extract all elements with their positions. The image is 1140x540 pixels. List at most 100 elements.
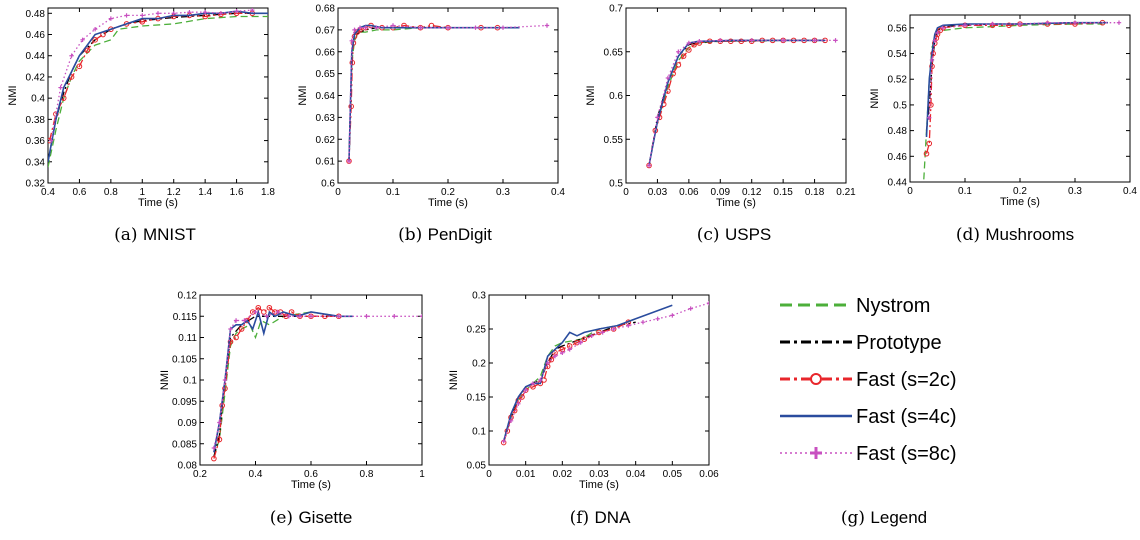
caption-tag: (c) (697, 225, 725, 245)
x-tick-label: 0.4 (249, 469, 263, 480)
caption-tag: (g) (841, 508, 871, 528)
x-tick-label: 0.15 (773, 187, 793, 198)
data-point-fast8c (560, 350, 565, 355)
y-tick-label: 0.48 (26, 9, 46, 20)
series-group (48, 8, 268, 168)
data-point-fast2c (92, 37, 98, 43)
y-tick-label: 0.38 (26, 115, 46, 126)
data-point-fast8c (217, 420, 222, 425)
data-point-fast8c (80, 37, 85, 43)
y-tick-label: 0.12 (178, 291, 198, 302)
y-tick-label: 0.42 (26, 72, 46, 83)
y-tick-label: 0.085 (172, 439, 197, 450)
series-line-fast4c (48, 10, 268, 162)
y-tick-label: 0.4 (31, 94, 45, 105)
x-tick-label: 0.3 (496, 187, 510, 198)
subplot-dna: 0 0.01 0.02 0.03 0.04 0.05 0.06 0.05 0.1 0.15 0.2 0… (448, 291, 719, 529)
series-line-fast2c (503, 321, 629, 443)
caption-tag: (b) (398, 225, 428, 245)
data-point-fast8c (357, 25, 363, 30)
x-tick-label: 0 (486, 469, 492, 480)
plot-area (488, 294, 710, 466)
subplot-caption: (e) Gisette (270, 508, 353, 528)
data-point-fast8c (812, 38, 817, 43)
series-line-nystrom (348, 27, 448, 162)
y-tick-label: 0.3 (472, 291, 486, 302)
x-tick-label: 0.6 (72, 187, 86, 198)
series-group (500, 300, 709, 446)
x-tick-label: 0.03 (589, 469, 609, 480)
data-point-fast8c (567, 347, 572, 352)
series-line-fast4c (213, 309, 353, 453)
x-tick-label: 1 (140, 187, 146, 198)
y-tick-label: 0.44 (888, 178, 908, 189)
data-point-fast8c (780, 38, 786, 43)
data-point-fast8c (611, 326, 616, 332)
x-tick-label: 1.6 (230, 187, 244, 198)
data-point-fast8c (297, 314, 303, 319)
y-tick-label: 0.36 (26, 136, 46, 147)
data-point-fast8c (336, 314, 341, 319)
y-tick-label: 0.11 (178, 333, 197, 344)
caption-name: Gisette (298, 508, 352, 527)
legend-entry-nystrom: Nystrom (780, 295, 930, 317)
x-tick-label: 0 (623, 187, 629, 198)
plot-area (199, 294, 423, 466)
data-point-fast8c (589, 333, 594, 338)
legend-label: Fast (s=2c) (856, 369, 957, 391)
data-point-fast8c (501, 439, 506, 444)
legend-entry-fast4c: Fast (s=4c) (780, 406, 957, 428)
subplot-mnist: 0.4 0.6 0.8 1 1.2 1.4 1.6 1.8 0.32 0.34 0.36 0.38 0.… (7, 7, 275, 245)
y-tick-label: 0.08 (178, 461, 198, 472)
data-point-fast8c (935, 30, 940, 36)
data-point-fast8c (419, 314, 422, 319)
data-point-fast2c (216, 436, 223, 443)
x-tick-label: 1.4 (198, 187, 212, 198)
x-tick-label: 0 (907, 186, 913, 197)
legend-entry-fast2c: Fast (s=2c) (780, 369, 957, 391)
y-tick-label: 0.6 (609, 91, 623, 102)
data-point-fast8c (69, 53, 74, 58)
data-point-fast2c (926, 140, 933, 147)
y-tick-label: 0.5 (893, 100, 907, 111)
caption-name: USPS (725, 225, 771, 244)
y-tick-label: 0.61 (316, 157, 336, 168)
y-tick-label: 0.68 (316, 4, 336, 15)
data-point-fast2c (211, 455, 217, 462)
data-point-fast2c (233, 334, 239, 341)
series-line-fast4c (502, 304, 673, 442)
x-tick-label: 0.8 (360, 469, 374, 480)
y-tick-label: 0.54 (888, 49, 908, 60)
y-tick-label: 0.48 (888, 126, 908, 137)
x-tick-label: 0.2 (441, 187, 455, 198)
caption-name: DNA (595, 508, 632, 527)
caption-tag: (f) (570, 508, 595, 528)
data-point-fast8c (530, 381, 536, 386)
data-point-fast8c (927, 115, 932, 120)
legend-panel: Nystrom Prototype Fast (s=2c) Fast (s=4c) Fa… (780, 295, 957, 528)
data-point-fast8c (665, 75, 671, 81)
data-point-fast8c (749, 38, 754, 43)
caption-name: MNIST (143, 225, 196, 244)
x-axis-label: Time (s) (428, 197, 468, 209)
y-tick-label: 0.46 (26, 30, 46, 41)
data-point-fast8c (473, 25, 478, 30)
y-tick-label: 0.7 (609, 4, 623, 15)
data-point-fast2c (686, 47, 692, 53)
subplot-caption: (a) MNIST (114, 225, 196, 245)
y-tick-label: 0.65 (316, 69, 336, 80)
y-tick-label: 0.5 (609, 179, 623, 190)
y-axis-label: NMI (448, 370, 460, 390)
subplot-usps: 0 0.03 0.06 0.09 0.12 0.15 0.18 0.21 0.5 0.55 0.6 0… (585, 4, 856, 246)
data-point-fast8c (932, 38, 937, 43)
y-tick-label: 0.46 (888, 152, 908, 163)
y-axis-label: NMI (585, 85, 597, 105)
y-tick-label: 0.66 (316, 47, 336, 58)
y-tick-label: 0.095 (172, 397, 197, 408)
data-point-fast2c (1006, 22, 1012, 29)
series-line-prototype (48, 12, 268, 162)
x-tick-label: 0.01 (516, 469, 536, 480)
legend-label: Fast (s=4c) (856, 406, 957, 428)
series-group (646, 37, 838, 169)
data-point-fast2c (84, 47, 91, 54)
